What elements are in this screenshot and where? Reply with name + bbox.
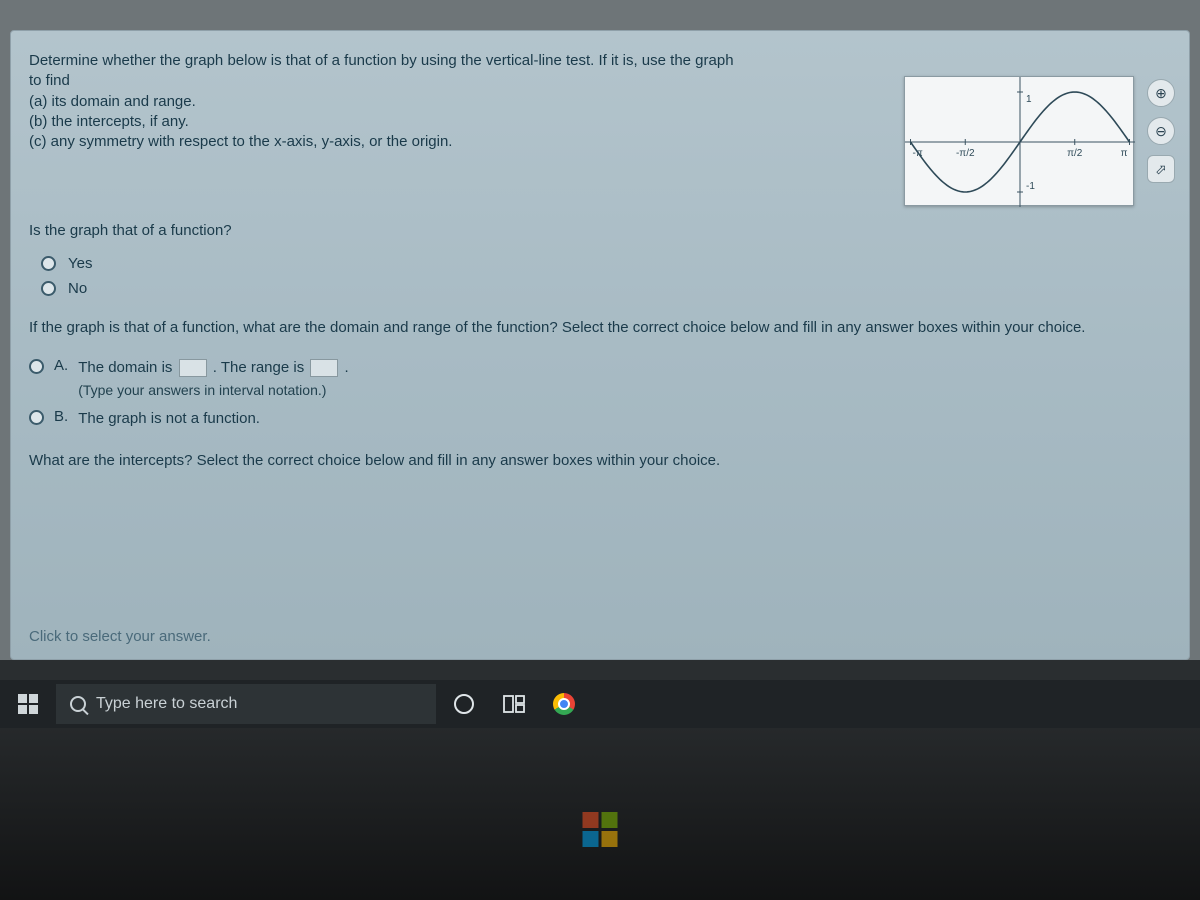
- choice-letter: B.: [54, 408, 68, 425]
- choice-letter: A.: [54, 357, 68, 374]
- search-icon: [70, 696, 86, 712]
- q2-choice-a[interactable]: A. The domain is . The range is . (Type …: [29, 354, 1171, 405]
- choice-a-text2: . The range is: [213, 359, 304, 376]
- start-button[interactable]: [6, 684, 50, 724]
- question-panel: Determine whether the graph below is tha…: [10, 30, 1190, 660]
- choice-a-hint: (Type your answers in interval notation.…: [78, 382, 326, 398]
- choice-a-text1: The domain is: [78, 359, 172, 376]
- q1-prompt: Is the graph that of a function?: [29, 222, 1171, 239]
- range-input[interactable]: [310, 359, 338, 377]
- windows-taskbar: Type here to search: [0, 680, 1200, 728]
- footer-hint: Click to select your answer.: [29, 628, 211, 645]
- zoom-in-icon[interactable]: ⊕: [1147, 79, 1175, 107]
- cortana-icon: [454, 694, 474, 714]
- radio-icon: [41, 256, 56, 271]
- taskbar-search[interactable]: Type here to search: [56, 684, 436, 724]
- q1-option-no[interactable]: No: [29, 276, 1171, 301]
- keyboard-reflection: [0, 728, 1200, 900]
- q3-prompt: What are the intercepts? Select the corr…: [29, 452, 1171, 469]
- choice-a-text3: .: [345, 359, 349, 376]
- q2-choice-b[interactable]: B. The graph is not a function.: [29, 405, 1171, 434]
- q1-option-yes[interactable]: Yes: [29, 251, 1171, 276]
- task-view-button[interactable]: [492, 684, 536, 724]
- svg-text:-π/2: -π/2: [956, 148, 975, 159]
- sine-graph: -π-π/2π/2π1-1: [905, 77, 1135, 207]
- windows-logo-icon: [18, 694, 38, 714]
- svg-text:π/2: π/2: [1067, 148, 1083, 159]
- graph-thumbnail[interactable]: -π-π/2π/2π1-1: [904, 76, 1134, 206]
- radio-icon: [29, 359, 44, 374]
- q2-prompt: If the graph is that of a function, what…: [29, 317, 1171, 338]
- task-view-icon: [503, 695, 525, 713]
- option-label: No: [68, 280, 87, 297]
- stem-intro: Determine whether the graph below is tha…: [29, 51, 749, 92]
- stem-part-b: (b) the intercepts, if any.: [29, 112, 749, 132]
- question-stem: Determine whether the graph below is tha…: [29, 51, 749, 152]
- stem-part-a: (a) its domain and range.: [29, 92, 749, 112]
- svg-text:1: 1: [1026, 94, 1032, 105]
- search-placeholder: Type here to search: [96, 695, 237, 713]
- zoom-out-icon[interactable]: ⊖: [1147, 117, 1175, 145]
- stem-part-c: (c) any symmetry with respect to the x-a…: [29, 132, 749, 152]
- option-label: Yes: [68, 255, 92, 272]
- radio-icon: [29, 410, 44, 425]
- domain-input[interactable]: [179, 359, 207, 377]
- graph-toolbar: ⊕ ⊖ ⬀: [1147, 79, 1175, 183]
- popout-icon[interactable]: ⬀: [1147, 155, 1175, 183]
- radio-icon: [41, 281, 56, 296]
- chrome-icon: [553, 693, 575, 715]
- cortana-button[interactable]: [442, 684, 486, 724]
- svg-text:-1: -1: [1026, 181, 1035, 192]
- windows-logo-reflection: [583, 812, 618, 847]
- svg-text:π: π: [1121, 148, 1128, 159]
- chrome-button[interactable]: [542, 684, 586, 724]
- choice-b-text: The graph is not a function.: [78, 410, 260, 427]
